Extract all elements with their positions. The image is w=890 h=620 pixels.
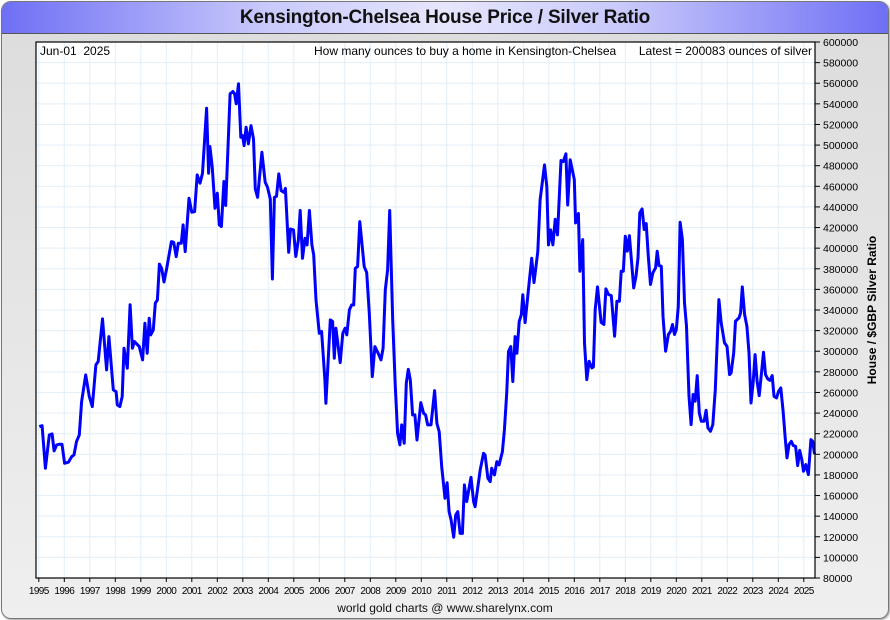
y-tick-label: 500000 xyxy=(823,140,858,152)
y-tick-label: 160000 xyxy=(823,491,858,503)
y-tick-label: 300000 xyxy=(823,346,858,358)
x-tick-label: 2010 xyxy=(411,586,432,597)
x-tick-label: 2024 xyxy=(768,586,789,597)
y-tick-label: 400000 xyxy=(823,243,858,255)
y-tick-label: 280000 xyxy=(823,367,858,379)
x-tick-label: 2018 xyxy=(615,586,636,597)
y-tick-label: 560000 xyxy=(823,78,858,90)
y-tick-label: 200000 xyxy=(823,449,858,461)
x-tick-label: 2020 xyxy=(666,586,687,597)
x-tick-label: 2007 xyxy=(335,586,356,597)
series-line-house-silver-ratio xyxy=(38,82,816,539)
x-tick-label: 2001 xyxy=(182,586,203,597)
x-tick-label: 2021 xyxy=(692,586,713,597)
x-tick-label: 1997 xyxy=(80,586,101,597)
y-tick-label: 100000 xyxy=(823,552,858,564)
title-bar: Kensington-Chelsea House Price / Silver … xyxy=(2,2,888,34)
y-tick-label: 520000 xyxy=(823,119,858,131)
y-tick-label: 240000 xyxy=(823,408,858,420)
x-tick-label: 2025 xyxy=(794,586,815,597)
y-axis: 80000 100000 120000 140000 160000 180000 20000… xyxy=(815,37,858,585)
x-tick-label: 2005 xyxy=(284,586,305,597)
footer-credit: world gold charts @ www.sharelynx.com xyxy=(337,601,553,615)
y-tick-label: 340000 xyxy=(823,305,858,317)
x-tick-label: 2000 xyxy=(156,586,177,597)
x-tick-label: 2009 xyxy=(386,586,407,597)
x-tick-label: 2013 xyxy=(488,586,509,597)
x-tick-label: 1998 xyxy=(105,586,126,597)
x-tick-label: 2023 xyxy=(743,586,764,597)
y-tick-label: 80000 xyxy=(823,573,852,585)
x-tick-label: 1996 xyxy=(54,586,75,597)
x-tick-label: 2016 xyxy=(564,586,585,597)
y-tick-label: 580000 xyxy=(823,58,858,70)
y-tick-label: 180000 xyxy=(823,470,858,482)
y-tick-label: 480000 xyxy=(823,161,858,173)
x-tick-label: 2022 xyxy=(717,586,738,597)
date-label: Jun-01 2025 xyxy=(40,44,110,58)
y-tick-label: 540000 xyxy=(823,99,858,111)
chart-subtitle: How many ounces to buy a home in Kensing… xyxy=(314,44,617,58)
x-axis: 1995 1996 1997 1998 1999 2000 2001 2002 2003 2004… xyxy=(29,578,815,597)
y-tick-label: 440000 xyxy=(823,202,858,214)
x-tick-label: 2003 xyxy=(233,586,254,597)
plot-border xyxy=(35,41,816,579)
x-tick-label: 1995 xyxy=(29,586,50,597)
y-tick-label: 320000 xyxy=(823,326,858,338)
x-tick-label: 2012 xyxy=(462,586,483,597)
y-tick-label: 220000 xyxy=(823,429,858,441)
x-tick-label: 2011 xyxy=(437,586,457,597)
x-tick-label: 2008 xyxy=(360,586,381,597)
y-tick-label: 420000 xyxy=(823,223,858,235)
y-tick-label: 600000 xyxy=(823,37,858,49)
x-tick-label: 2006 xyxy=(309,586,330,597)
x-tick-label: 2015 xyxy=(539,586,560,597)
x-tick-label: 2014 xyxy=(513,586,534,597)
y-tick-label: 140000 xyxy=(823,511,858,523)
chart-title: Kensington-Chelsea House Price / Silver … xyxy=(239,7,651,28)
x-tick-label: 2004 xyxy=(258,586,279,597)
x-tick-label: 2002 xyxy=(207,586,228,597)
x-tick-label: 2017 xyxy=(590,586,611,597)
y-tick-label: 120000 xyxy=(823,532,858,544)
y-tick-label: 460000 xyxy=(823,181,858,193)
x-tick-label: 1999 xyxy=(131,586,152,597)
y-tick-label: 360000 xyxy=(823,284,858,296)
y-tick-label: 380000 xyxy=(823,264,858,276)
y-axis-label: House / $GBP Silver Ratio xyxy=(865,236,879,385)
latest-label: Latest = 200083 ounces of silver xyxy=(639,44,812,58)
x-tick-label: 2019 xyxy=(641,586,662,597)
y-tick-label: 260000 xyxy=(823,387,858,399)
